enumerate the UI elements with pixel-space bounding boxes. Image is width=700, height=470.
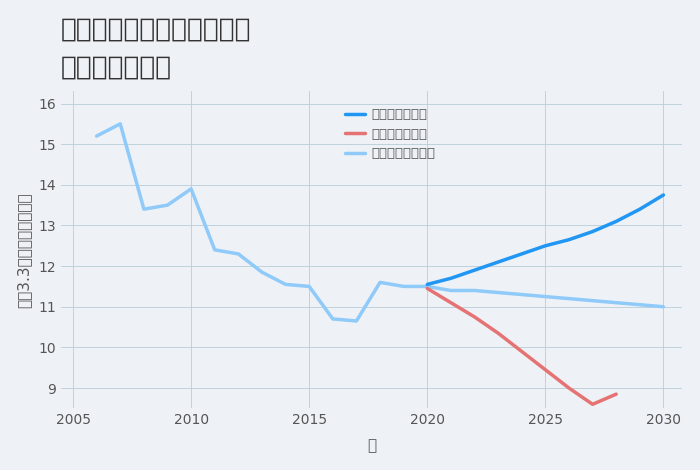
ノーマルシナリオ	[116, 121, 125, 127]
ノーマルシナリオ	[470, 288, 479, 293]
ノーマルシナリオ	[163, 202, 172, 208]
バッドシナリオ	[517, 349, 526, 354]
グッドシナリオ	[517, 251, 526, 257]
バッドシナリオ	[423, 286, 431, 291]
ノーマルシナリオ	[517, 292, 526, 298]
ノーマルシナリオ	[494, 290, 503, 295]
Legend: グッドシナリオ, バッドシナリオ, ノーマルシナリオ: グッドシナリオ, バッドシナリオ, ノーマルシナリオ	[342, 104, 440, 164]
グッドシナリオ	[612, 219, 620, 224]
ノーマルシナリオ	[211, 247, 219, 253]
バッドシナリオ	[447, 300, 455, 306]
グッドシナリオ	[447, 275, 455, 281]
グッドシナリオ	[565, 237, 573, 243]
ノーマルシナリオ	[328, 316, 337, 322]
グッドシナリオ	[494, 259, 503, 265]
Text: 三重県桑名市長島町中川の
土地の価格推移: 三重県桑名市長島町中川の 土地の価格推移	[61, 16, 252, 81]
ノーマルシナリオ	[234, 251, 242, 257]
ノーマルシナリオ	[447, 288, 455, 293]
ノーマルシナリオ	[258, 269, 266, 275]
X-axis label: 年: 年	[368, 439, 377, 454]
バッドシナリオ	[541, 367, 550, 373]
グッドシナリオ	[423, 282, 431, 287]
ノーマルシナリオ	[400, 283, 408, 289]
バッドシナリオ	[589, 401, 597, 407]
グッドシナリオ	[659, 192, 668, 198]
ノーマルシナリオ	[589, 298, 597, 304]
ノーマルシナリオ	[92, 133, 101, 139]
ノーマルシナリオ	[612, 300, 620, 306]
ノーマルシナリオ	[281, 282, 290, 287]
ノーマルシナリオ	[423, 283, 431, 289]
グッドシナリオ	[541, 243, 550, 249]
ノーマルシナリオ	[636, 302, 644, 307]
ノーマルシナリオ	[305, 283, 314, 289]
ノーマルシナリオ	[187, 186, 195, 192]
Line: グッドシナリオ: グッドシナリオ	[427, 195, 664, 284]
ノーマルシナリオ	[659, 304, 668, 310]
バッドシナリオ	[612, 392, 620, 397]
バッドシナリオ	[470, 314, 479, 320]
ノーマルシナリオ	[376, 280, 384, 285]
ノーマルシナリオ	[541, 294, 550, 299]
ノーマルシナリオ	[565, 296, 573, 301]
Y-axis label: 平（3.3㎡）単価（万円）: 平（3.3㎡）単価（万円）	[17, 192, 32, 308]
ノーマルシナリオ	[352, 318, 361, 324]
ノーマルシナリオ	[140, 206, 148, 212]
バッドシナリオ	[494, 330, 503, 336]
グッドシナリオ	[470, 267, 479, 273]
バッドシナリオ	[565, 385, 573, 391]
Line: バッドシナリオ: バッドシナリオ	[427, 289, 616, 404]
グッドシナリオ	[636, 206, 644, 212]
Line: ノーマルシナリオ: ノーマルシナリオ	[97, 124, 664, 321]
グッドシナリオ	[589, 229, 597, 235]
